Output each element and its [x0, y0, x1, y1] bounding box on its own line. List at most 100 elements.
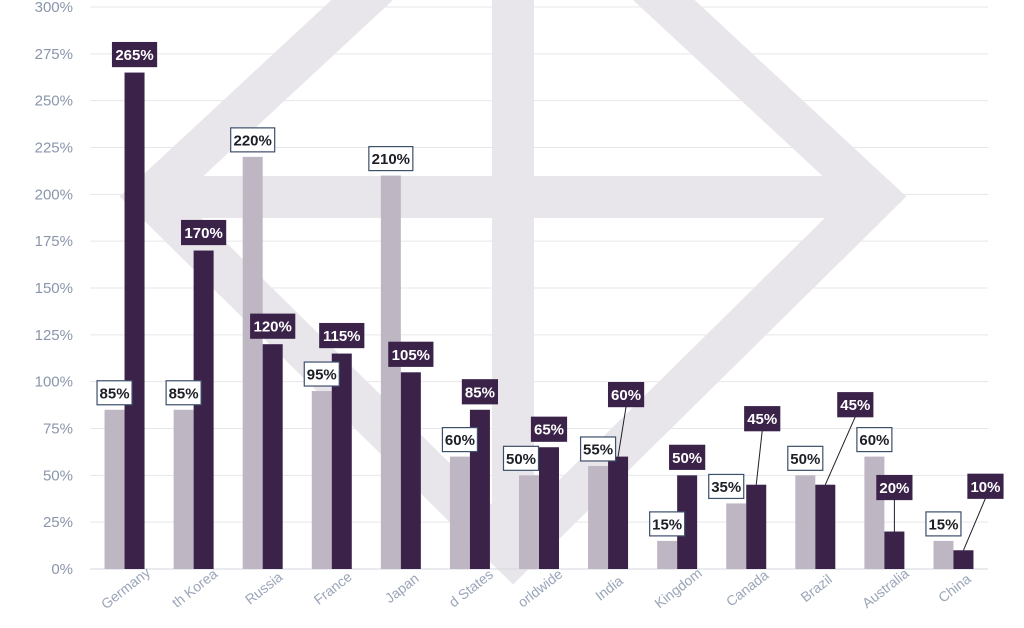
data-label-box-light — [649, 511, 686, 537]
data-label-box-light — [368, 146, 414, 172]
data-label: 50% — [672, 450, 702, 467]
data-labels: 85% 265% 85% 170% 220% 120% 95% 115% 210% 105% 60%… — [96, 41, 1004, 537]
x-category-label: Japan — [382, 570, 422, 606]
bar-series-2 — [884, 531, 905, 569]
y-tick-label: 0% — [51, 561, 73, 578]
bar-series-1 — [519, 475, 539, 569]
data-label: 60% — [859, 432, 889, 449]
data-label: 15% — [652, 516, 682, 533]
data-label: 120% — [254, 319, 292, 336]
data-label-box-light — [502, 445, 540, 471]
bar-series-1 — [449, 456, 470, 569]
bar-series-1 — [311, 391, 332, 569]
data-label-box-dark — [181, 219, 227, 246]
bar-series-1 — [933, 540, 954, 569]
data-label: 10% — [970, 479, 1000, 496]
bar-series-1 — [173, 409, 194, 569]
data-label-box-dark — [250, 313, 296, 339]
label-leader-line — [755, 430, 763, 485]
data-label-box-light — [708, 473, 745, 500]
data-label: 15% — [928, 516, 958, 533]
bar-series-1 — [657, 540, 678, 569]
y-tick-label: 150% — [35, 280, 73, 297]
y-tick-label: 250% — [35, 93, 73, 110]
data-label-box-dark — [837, 392, 874, 418]
data-label-box-light — [856, 427, 893, 453]
bar-series-1 — [104, 409, 125, 569]
data-label: 60% — [611, 387, 641, 404]
x-category-label: Canada — [723, 567, 772, 610]
bar-series-1 — [242, 156, 263, 569]
bar-series-2 — [677, 475, 698, 569]
data-label-box-light — [787, 445, 824, 471]
label-leader-line — [963, 498, 986, 551]
bar-series-1 — [864, 456, 885, 569]
x-axis-labels: Germany th Korea Russia France Japan d States… — [98, 564, 974, 612]
data-label: 50% — [506, 451, 536, 468]
x-category-label: China — [935, 570, 974, 605]
y-axis-ticks: 0% 25% 50% 75% 100% 125% 150% 175% 200% 225% 250% 2… — [35, 0, 73, 578]
data-label: 55% — [583, 441, 613, 458]
data-label-box-dark — [876, 474, 913, 501]
bar-series-2 — [953, 550, 974, 569]
data-label-box-dark — [111, 41, 158, 68]
data-label-box-dark — [461, 379, 499, 405]
data-label: 170% — [184, 225, 222, 242]
bar-series-2 — [608, 456, 629, 569]
data-label-box-dark — [319, 322, 365, 349]
data-label: 60% — [445, 432, 475, 449]
data-label-box-light — [230, 127, 276, 153]
bar-series-2 — [331, 353, 352, 569]
data-label: 35% — [711, 479, 741, 496]
bar-series-1 — [795, 475, 816, 569]
data-label: 265% — [115, 47, 153, 64]
y-tick-label: 50% — [43, 467, 73, 484]
data-label: 50% — [790, 451, 820, 468]
data-label: 115% — [323, 328, 361, 345]
x-category-label: d States — [446, 566, 496, 610]
y-tick-label: 125% — [35, 327, 73, 344]
data-label-box-dark — [530, 416, 568, 442]
x-category-label: Russia — [242, 568, 286, 607]
data-label: 85% — [100, 385, 130, 402]
data-label: 210% — [372, 151, 410, 168]
bar-series-2 — [400, 372, 421, 569]
y-tick-label: 275% — [35, 46, 73, 63]
data-label: 220% — [234, 132, 272, 149]
bar-series-2 — [193, 250, 214, 570]
bar-series-2 — [815, 484, 836, 569]
bar-series-2 — [746, 484, 767, 569]
label-leaders — [617, 406, 986, 551]
data-label: 95% — [307, 367, 337, 384]
bar-series-2 — [539, 447, 559, 569]
y-tick-label: 75% — [43, 421, 73, 438]
x-category-label: Kingdom — [651, 565, 704, 612]
bars — [104, 72, 974, 570]
bar-series-1 — [726, 503, 747, 569]
label-leader-line — [824, 416, 856, 485]
data-label-box-light — [925, 511, 962, 537]
data-label-box-light — [441, 427, 479, 453]
x-category-label: Australia — [859, 565, 912, 611]
x-category-label: Brazil — [798, 571, 835, 605]
data-label: 20% — [879, 480, 909, 497]
bar-series-1 — [380, 175, 401, 569]
x-category-label: India — [592, 572, 626, 603]
data-label-box-light — [303, 361, 340, 387]
y-tick-label: 225% — [35, 140, 73, 157]
data-label-box-light — [579, 436, 617, 462]
y-tick-label: 175% — [35, 233, 73, 250]
data-label-box-dark — [607, 382, 645, 408]
data-label-box-light — [165, 380, 202, 406]
data-label: 65% — [534, 422, 564, 439]
data-label-box-dark — [669, 444, 706, 470]
data-label: 45% — [747, 411, 777, 428]
data-label-box-light — [96, 380, 133, 406]
bar-series-2 — [124, 72, 145, 570]
bar-series-2 — [262, 344, 283, 569]
data-label-box-dark — [744, 406, 781, 432]
y-tick-label: 25% — [43, 514, 73, 531]
gridlines — [90, 6, 988, 570]
